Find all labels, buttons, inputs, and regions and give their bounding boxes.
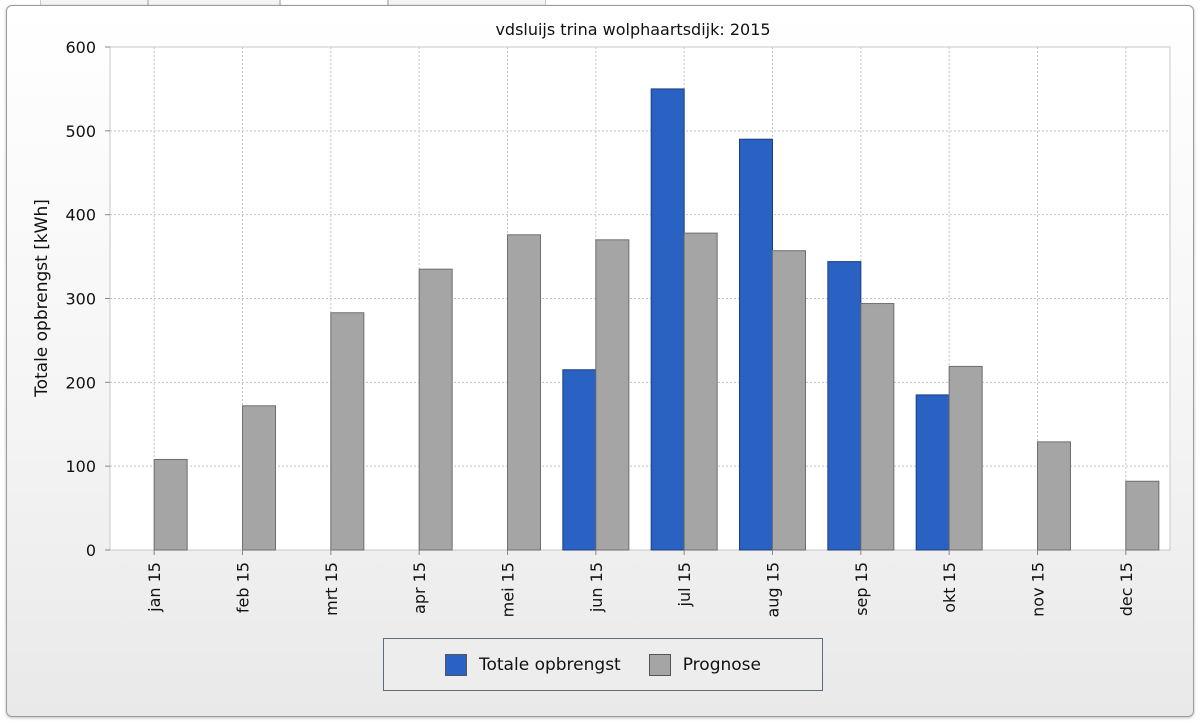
- bar-totale-opbrengst-aug-15: [739, 138, 773, 551]
- legend-item-prognose: Prognose: [648, 653, 761, 676]
- bar-prognose-aug-15: [772, 250, 806, 551]
- tab[interactable]: [388, 0, 546, 5]
- y-tick-label: 0: [86, 541, 96, 560]
- bar-prognose-okt-15: [948, 365, 983, 551]
- bar-prognose-jul-15: [683, 232, 718, 551]
- y-tick-label: 500: [65, 122, 96, 141]
- bar-totale-opbrengst-jun-15: [562, 369, 597, 551]
- bar-prognose-mrt-15: [330, 312, 365, 551]
- y-tick-label: 200: [65, 373, 96, 392]
- x-tick-label: okt 15: [940, 562, 959, 613]
- legend-swatch-totale-opbrengst: [445, 653, 467, 676]
- x-tick-label: sep 15: [852, 562, 871, 616]
- axes: 0 100 200 300 400 500 600 jan 15 feb 15 mrt 15 apr…: [65, 38, 1135, 618]
- x-tick-label: mei 15: [499, 562, 518, 617]
- x-tick-label: jul 15: [675, 562, 694, 607]
- bar-prognose-sep-15: [860, 303, 895, 551]
- x-tick-label: dec 15: [1117, 562, 1136, 616]
- legend-label-prognose: Prognose: [682, 654, 761, 675]
- x-tick-label: aug 15: [764, 562, 783, 618]
- legend: Totale opbrengst Prognose: [383, 638, 823, 691]
- x-tick-label: jun 15: [587, 562, 606, 613]
- x-tick-label: feb 15: [234, 562, 253, 613]
- y-tick-label: 400: [65, 206, 96, 225]
- bar-totale-opbrengst-okt-15: [915, 394, 950, 551]
- legend-label-totale-opbrengst: Totale opbrengst: [479, 654, 621, 675]
- bars: [153, 88, 1160, 551]
- tab[interactable]: [148, 0, 280, 5]
- chart-title: vdsluijs trina wolphaartsdijk: 2015: [495, 20, 770, 39]
- legend-swatch-prognose: [648, 653, 671, 676]
- top-tab-strip: [0, 0, 1200, 6]
- y-tick-label: 100: [65, 457, 96, 476]
- bar-totale-opbrengst-sep-15: [827, 261, 862, 551]
- legend-item-totale-opbrengst: Totale opbrengst: [445, 653, 621, 676]
- bar-prognose-mei-15: [507, 234, 541, 551]
- x-tick-label: nov 15: [1029, 562, 1048, 617]
- tab[interactable]: [40, 0, 148, 5]
- grid-lines: [110, 46, 1170, 551]
- y-tick-label: 300: [65, 290, 96, 309]
- x-tick-label: jan 15: [145, 562, 164, 613]
- x-tick-label: mrt 15: [322, 562, 341, 616]
- tab-active[interactable]: [280, 0, 388, 5]
- bar-prognose-apr-15: [418, 268, 453, 551]
- bar-prognose-jan-15: [153, 458, 188, 551]
- bar-prognose-dec-15: [1125, 480, 1160, 551]
- y-tick-label: 600: [65, 38, 96, 57]
- bar-totale-opbrengst-jul-15: [650, 88, 685, 551]
- bar-prognose-jun-15: [595, 239, 630, 551]
- x-tick-label: apr 15: [410, 562, 429, 614]
- bar-prognose-feb-15: [242, 405, 276, 551]
- y-axis-label: Totale opbrengst [kWh]: [32, 199, 52, 398]
- bar-prognose-nov-15: [1037, 441, 1071, 551]
